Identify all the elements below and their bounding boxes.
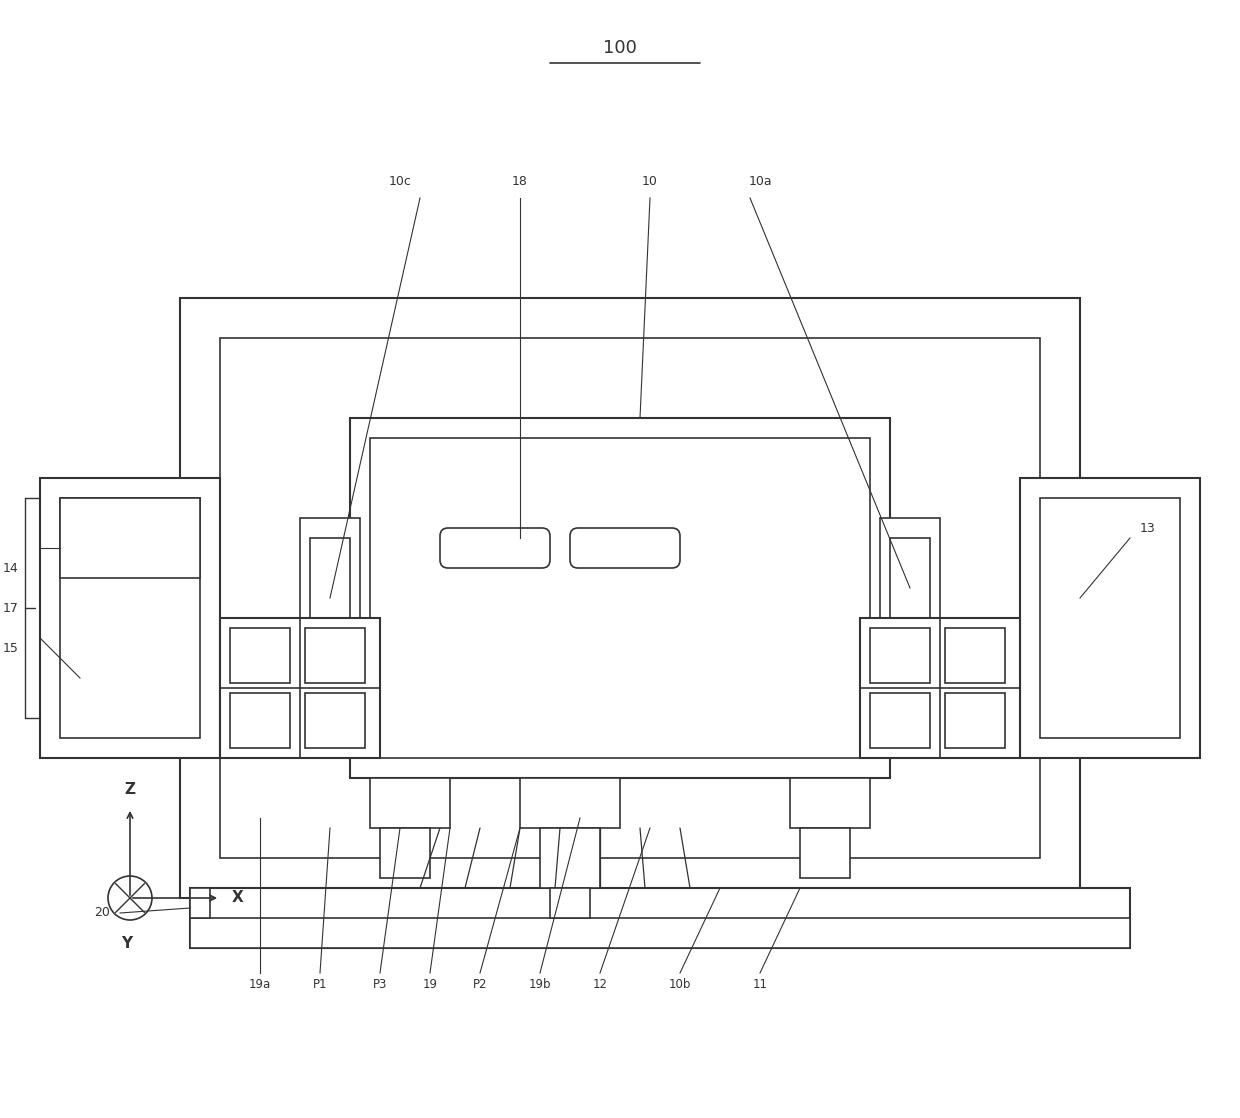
FancyBboxPatch shape — [551, 888, 590, 918]
FancyBboxPatch shape — [1021, 479, 1200, 758]
Text: 18: 18 — [512, 176, 528, 188]
FancyBboxPatch shape — [790, 778, 870, 828]
Text: P1: P1 — [312, 978, 327, 991]
FancyBboxPatch shape — [570, 528, 680, 568]
Text: 19a: 19a — [249, 978, 272, 991]
Text: 17: 17 — [2, 601, 19, 615]
Text: 11: 11 — [753, 978, 768, 991]
FancyBboxPatch shape — [60, 498, 200, 578]
Text: 13: 13 — [1140, 521, 1156, 534]
FancyBboxPatch shape — [945, 628, 1004, 683]
Text: Z: Z — [124, 783, 135, 797]
FancyBboxPatch shape — [190, 888, 210, 918]
FancyBboxPatch shape — [190, 918, 1130, 948]
FancyBboxPatch shape — [219, 618, 379, 758]
FancyBboxPatch shape — [40, 479, 219, 758]
FancyBboxPatch shape — [300, 518, 360, 698]
FancyBboxPatch shape — [890, 538, 930, 678]
Text: 10: 10 — [642, 176, 658, 188]
FancyBboxPatch shape — [305, 628, 365, 683]
FancyBboxPatch shape — [370, 778, 450, 828]
Text: 10b: 10b — [668, 978, 691, 991]
FancyBboxPatch shape — [370, 438, 870, 758]
FancyBboxPatch shape — [305, 693, 365, 748]
Text: P3: P3 — [373, 978, 387, 991]
FancyBboxPatch shape — [1040, 498, 1180, 738]
Text: X: X — [232, 891, 244, 906]
FancyBboxPatch shape — [800, 828, 849, 878]
Text: 10a: 10a — [748, 176, 771, 188]
Text: 10c: 10c — [388, 176, 412, 188]
Text: 19: 19 — [423, 978, 438, 991]
FancyBboxPatch shape — [60, 498, 200, 738]
FancyBboxPatch shape — [310, 538, 350, 678]
FancyBboxPatch shape — [870, 693, 930, 748]
Text: 20: 20 — [94, 907, 110, 919]
FancyBboxPatch shape — [350, 418, 890, 778]
Text: 19b: 19b — [528, 978, 552, 991]
FancyBboxPatch shape — [190, 888, 1130, 948]
Text: 100: 100 — [603, 39, 637, 57]
FancyBboxPatch shape — [229, 628, 290, 683]
FancyBboxPatch shape — [520, 778, 620, 828]
FancyBboxPatch shape — [861, 618, 1021, 758]
Text: 14: 14 — [2, 561, 19, 575]
Text: 15: 15 — [2, 642, 19, 654]
FancyBboxPatch shape — [229, 693, 290, 748]
FancyBboxPatch shape — [870, 628, 930, 683]
FancyBboxPatch shape — [180, 299, 1080, 898]
FancyBboxPatch shape — [539, 828, 600, 888]
FancyBboxPatch shape — [440, 528, 551, 568]
FancyBboxPatch shape — [219, 338, 1040, 858]
FancyBboxPatch shape — [379, 828, 430, 878]
FancyBboxPatch shape — [945, 693, 1004, 748]
FancyBboxPatch shape — [880, 518, 940, 698]
Text: P2: P2 — [472, 978, 487, 991]
Text: Y: Y — [122, 936, 133, 950]
Text: 12: 12 — [593, 978, 608, 991]
